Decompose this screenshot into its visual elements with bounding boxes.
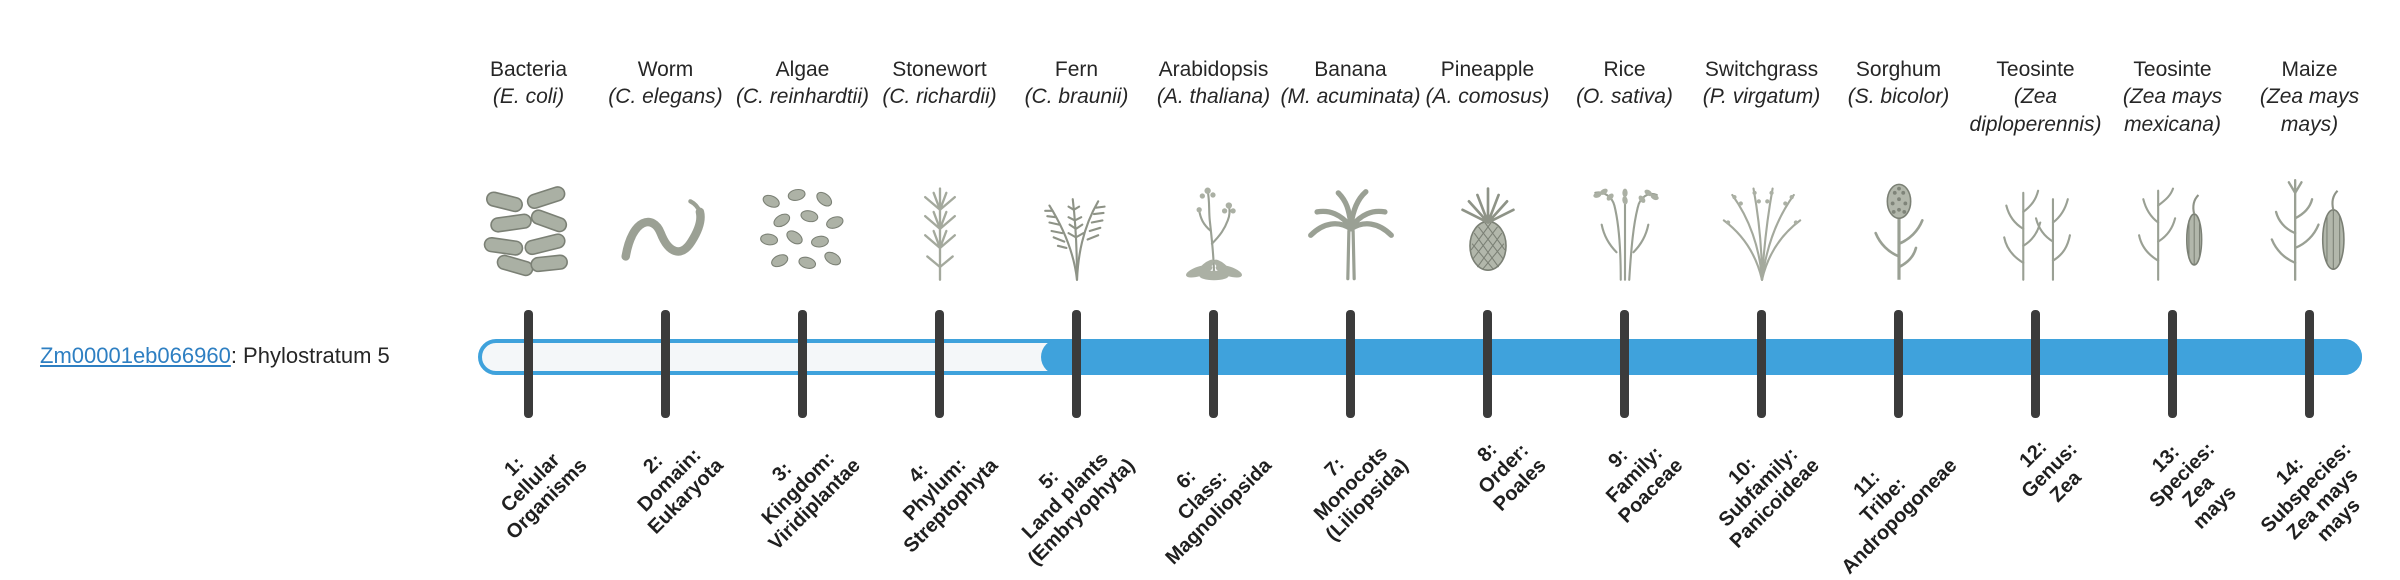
organism-column: Teosinte (Zea diploperennis)	[1967, 0, 2104, 580]
algae-icon	[734, 168, 871, 284]
organism-name: Bacteria (E. coli)	[450, 56, 607, 111]
phylostratum-tick	[524, 310, 533, 418]
organism-scientific-name: (C. richardii)	[882, 85, 997, 109]
organism-scientific-name: (E. coli)	[492, 85, 565, 109]
pineapple-icon	[1419, 168, 1556, 284]
switchgrass-icon	[1693, 168, 1830, 284]
organism-column: Sorghum (S. bicolor)	[1830, 0, 1967, 580]
organism-name: Rice (O. sativa)	[1546, 56, 1703, 111]
organism-column: Maize (Zea mays mays)	[2241, 0, 2378, 580]
organism-name: Switchgrass (P. virgatum)	[1683, 56, 1840, 111]
organism-name: Fern (C. braunii)	[998, 56, 1155, 111]
organism-common-name: Pineapple	[1440, 58, 1535, 81]
organism-scientific-name: (A. comosus)	[1425, 85, 1550, 109]
organism-scientific-name: (O. sativa)	[1576, 85, 1673, 109]
organism-column: Bacteria (E. coli)	[460, 0, 597, 580]
organism-name: Arabidopsis (A. thaliana)	[1135, 56, 1292, 111]
phylostratum-tick	[2305, 310, 2314, 418]
organism-common-name: Teosinte	[1996, 58, 2075, 81]
organism-column: Teosinte (Zea mays mexicana)	[2104, 0, 2241, 580]
organism-common-name: Teosinte	[2133, 58, 2212, 81]
teosinte-mexicana-icon	[2104, 168, 2241, 284]
organism-column: Arabidopsis (A. thaliana)	[1145, 0, 1282, 580]
organism-common-name: Banana	[1314, 58, 1387, 81]
organism-name: Sorghum (S. bicolor)	[1820, 56, 1977, 111]
organism-name: Stonewort (C. richardii)	[861, 56, 1018, 111]
organism-name: Algae (C. reinhardtii)	[724, 56, 881, 111]
teosinte-diploperennis-icon	[1967, 168, 2104, 284]
organism-common-name: Worm	[637, 58, 694, 81]
bacteria-icon	[460, 168, 597, 284]
organism-name: Banana (M. acuminata)	[1272, 56, 1429, 111]
phylostratum-tick	[661, 310, 670, 418]
organism-column: Stonewort (C. richardii)	[871, 0, 1008, 580]
organism-name: Maize (Zea mays mays)	[2231, 56, 2388, 138]
phylostratum-tick	[1894, 310, 1903, 418]
banana-icon	[1282, 168, 1419, 284]
organism-common-name: Bacteria	[489, 58, 568, 81]
fern-icon	[1008, 168, 1145, 284]
phylostratum-tick	[2031, 310, 2040, 418]
organism-scientific-name: (Zea diploperennis)	[1969, 85, 2102, 136]
organism-column: Fern (C. braunii)	[1008, 0, 1145, 580]
organism-common-name: Stonewort	[892, 58, 987, 81]
stonewort-icon	[871, 168, 1008, 284]
organism-scientific-name: (Zea mays mays)	[2259, 85, 2360, 136]
phylostratum-tick	[1209, 310, 1218, 418]
gene-phylostratum-text: : Phylostratum 5	[230, 343, 390, 368]
organism-common-name: Rice	[1603, 58, 1646, 81]
organism-common-name: Maize	[2281, 58, 2338, 81]
gene-label: Zm00001eb066960: Phylostratum 5	[40, 343, 390, 369]
gene-link[interactable]: Zm00001eb066960	[40, 343, 231, 368]
organism-name: Teosinte (Zea diploperennis)	[1957, 56, 2114, 138]
organism-scientific-name: (C. elegans)	[608, 85, 723, 109]
organism-common-name: Fern	[1054, 58, 1099, 81]
organism-scientific-name: (C. reinhardtii)	[735, 85, 870, 109]
organism-column: Rice (O. sativa)	[1556, 0, 1693, 580]
organism-name: Pineapple (A. comosus)	[1409, 56, 1566, 111]
rice-icon	[1556, 168, 1693, 284]
sorghum-icon	[1830, 168, 1967, 284]
phylostratum-tick	[2168, 310, 2177, 418]
organism-scientific-name: (M. acuminata)	[1280, 85, 1421, 109]
phylostratum-tick	[1346, 310, 1355, 418]
organism-scientific-name: (A. thaliana)	[1156, 85, 1271, 109]
organism-scientific-name: (P. virgatum)	[1702, 85, 1821, 109]
phylostratum-tick	[1072, 310, 1081, 418]
organism-column: Switchgrass (P. virgatum)	[1693, 0, 1830, 580]
organism-column: Pineapple (A. comosus)	[1419, 0, 1556, 580]
phylostratum-tick	[798, 310, 807, 418]
organism-common-name: Switchgrass	[1704, 58, 1819, 81]
maize-icon	[2241, 168, 2378, 284]
worm-icon	[597, 168, 734, 284]
organism-scientific-name: (C. braunii)	[1024, 85, 1129, 109]
organism-common-name: Arabidopsis	[1158, 58, 1269, 81]
timeline-bar-fill	[1040, 339, 2362, 375]
organism-name: Teosinte (Zea mays mexicana)	[2094, 56, 2251, 138]
organism-column: Worm (C. elegans)	[597, 0, 734, 580]
organism-scientific-name: (S. bicolor)	[1847, 85, 1950, 109]
organism-scientific-name: (Zea mays mexicana)	[2122, 85, 2223, 136]
organism-common-name: Algae	[775, 58, 830, 81]
phylostratum-tick	[1483, 310, 1492, 418]
phylostratum-tick	[1757, 310, 1766, 418]
organism-column: Algae (C. reinhardtii)	[734, 0, 871, 580]
arabidopsis-icon	[1145, 168, 1282, 284]
organism-column: Banana (M. acuminata)	[1280, 0, 1421, 580]
organism-name: Worm (C. elegans)	[587, 56, 744, 111]
phylostratum-tick	[935, 310, 944, 418]
organism-common-name: Sorghum	[1855, 58, 1942, 81]
phylostratum-tick	[1620, 310, 1629, 418]
